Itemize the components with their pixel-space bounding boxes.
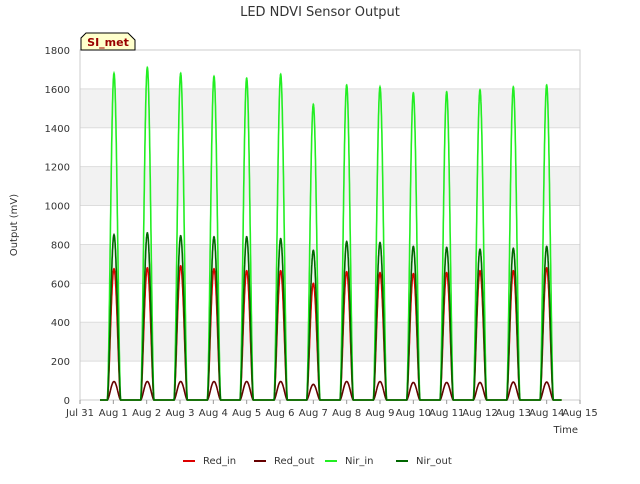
x-axis-label: Time [553, 425, 578, 436]
x-tick-label: Aug 12 [462, 408, 497, 419]
site-annotation: SI_met [80, 32, 136, 51]
y-axis-ticks: 0 200 400 600 800 1000 1200 1400 1600 1800 [45, 46, 70, 407]
x-tick-label: Aug 4 [199, 408, 228, 419]
background-band [80, 88, 580, 128]
series-line-nir-out [100, 231, 562, 401]
background-bands [80, 88, 580, 362]
x-tick-label: Aug 6 [265, 408, 294, 419]
background-band [80, 322, 580, 362]
annotation-text: SI_met [87, 36, 129, 49]
x-tick-label: Aug 11 [429, 408, 464, 419]
legend-item: Red_in [183, 456, 236, 467]
annotation-box [80, 32, 136, 51]
y-tick-label: 1400 [45, 124, 70, 135]
y-tick-label: 1000 [45, 202, 70, 213]
legend-label: Nir_in [345, 456, 374, 467]
x-tick-label: Aug 5 [232, 408, 261, 419]
legend-label: Red_in [203, 456, 236, 467]
background-band [80, 244, 580, 284]
legend-item: Nir_in [325, 456, 374, 467]
y-axis-label: Output (mV) [9, 194, 20, 256]
series-line-red-out [100, 380, 562, 401]
x-tick-label: Aug 8 [332, 408, 361, 419]
x-tick-label: Aug 10 [396, 408, 431, 419]
legend-item: Nir_out [396, 456, 452, 467]
y-tick-label: 400 [51, 318, 70, 329]
x-tick-label: Aug 15 [562, 408, 597, 419]
x-tick-label: Aug 7 [299, 408, 328, 419]
x-tick-label: Aug 3 [165, 408, 194, 419]
y-tick-label: 1600 [45, 85, 70, 96]
x-tick-label: Jul 31 [65, 408, 94, 419]
y-tick-label: 200 [51, 357, 70, 368]
y-tick-label: 0 [64, 396, 70, 407]
background-band [80, 166, 580, 206]
y-tick-label: 1800 [45, 46, 70, 57]
series-lines [100, 65, 562, 401]
y-tick-label: 600 [51, 279, 70, 290]
y-tick-label: 1200 [45, 163, 70, 174]
chart-title: LED NDVI Sensor Output [240, 5, 400, 20]
x-tick-label: Aug 2 [132, 408, 161, 419]
legend-label: Red_out [274, 456, 314, 467]
x-tick-label: Aug 9 [365, 408, 394, 419]
x-tick-label: Aug 1 [99, 408, 128, 419]
legend-label: Nir_out [416, 456, 452, 467]
x-axis-ticks: Jul 31 Aug 1 Aug 2 Aug 3 Aug 4 Aug 5 Aug 6 Aug … [65, 400, 598, 419]
legend: Red_in Red_out Nir_in Nir_out [183, 456, 452, 467]
x-tick-label: Aug 13 [496, 408, 531, 419]
x-tick-label: Aug 14 [529, 408, 564, 419]
y-tick-label: 800 [51, 240, 70, 251]
legend-item: Red_out [254, 456, 314, 467]
